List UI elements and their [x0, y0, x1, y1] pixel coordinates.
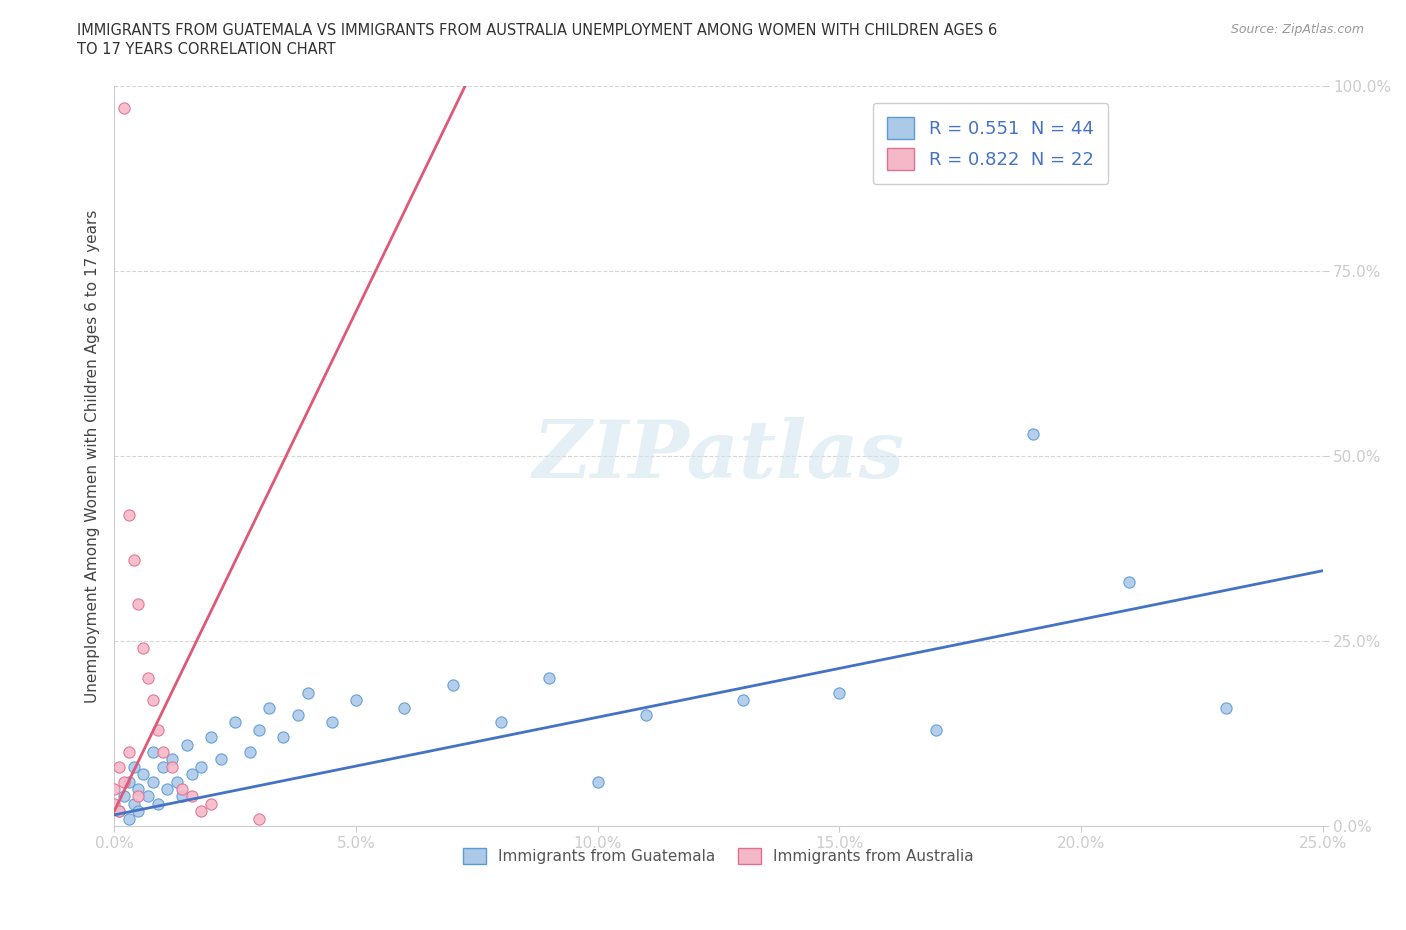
Point [925, 723, 948, 737]
Point [160, 752, 183, 767]
Point [112, 774, 135, 789]
Point [828, 685, 851, 700]
Point [127, 597, 149, 612]
Point [112, 789, 135, 804]
Point [146, 723, 169, 737]
Point [132, 766, 155, 781]
Point [122, 760, 145, 775]
Point [1021, 427, 1043, 442]
Point [142, 745, 165, 760]
Point [118, 745, 141, 760]
Point [122, 552, 145, 567]
Point [103, 796, 125, 811]
Point [344, 693, 367, 708]
Point [156, 781, 179, 796]
Text: TO 17 YEARS CORRELATION CHART: TO 17 YEARS CORRELATION CHART [77, 42, 336, 57]
Point [538, 671, 561, 685]
Point [132, 641, 155, 656]
Point [122, 796, 145, 811]
Point [273, 730, 295, 745]
Point [108, 804, 131, 818]
Point [238, 745, 260, 760]
Point [190, 804, 212, 818]
Point [146, 796, 169, 811]
Point [586, 774, 609, 789]
Legend: Immigrants from Guatemala, Immigrants from Australia: Immigrants from Guatemala, Immigrants fr… [457, 842, 980, 870]
Point [1118, 575, 1140, 590]
Point [297, 685, 319, 700]
Point [200, 730, 222, 745]
Text: ZIPatlas: ZIPatlas [533, 418, 904, 495]
Point [142, 693, 165, 708]
Point [152, 745, 174, 760]
Point [190, 760, 212, 775]
Point [136, 789, 159, 804]
Y-axis label: Unemployment Among Women with Children Ages 6 to 17 years: Unemployment Among Women with Children A… [86, 209, 100, 703]
Point [441, 678, 464, 693]
Point [103, 781, 125, 796]
Point [634, 708, 657, 723]
Point [180, 766, 202, 781]
Text: Source: ZipAtlas.com: Source: ZipAtlas.com [1230, 23, 1364, 36]
Point [112, 100, 135, 115]
Point [142, 774, 165, 789]
Point [392, 700, 415, 715]
Point [287, 708, 309, 723]
Point [152, 760, 174, 775]
Point [127, 781, 149, 796]
Point [247, 811, 270, 826]
Point [160, 760, 183, 775]
Point [127, 804, 149, 818]
Point [170, 789, 193, 804]
Point [209, 752, 232, 767]
Point [127, 789, 149, 804]
Point [108, 804, 131, 818]
Point [118, 811, 141, 826]
Point [180, 789, 202, 804]
Text: IMMIGRANTS FROM GUATEMALA VS IMMIGRANTS FROM AUSTRALIA UNEMPLOYMENT AMONG WOMEN : IMMIGRANTS FROM GUATEMALA VS IMMIGRANTS … [77, 23, 998, 38]
Point [118, 774, 141, 789]
Point [176, 737, 198, 752]
Point [166, 774, 188, 789]
Point [224, 715, 246, 730]
Point [108, 760, 131, 775]
Point [200, 796, 222, 811]
Point [321, 715, 343, 730]
Point [731, 693, 754, 708]
Point [489, 715, 512, 730]
Point [1215, 700, 1237, 715]
Point [118, 508, 141, 523]
Point [257, 700, 280, 715]
Point [136, 671, 159, 685]
Point [247, 723, 270, 737]
Point [170, 781, 193, 796]
